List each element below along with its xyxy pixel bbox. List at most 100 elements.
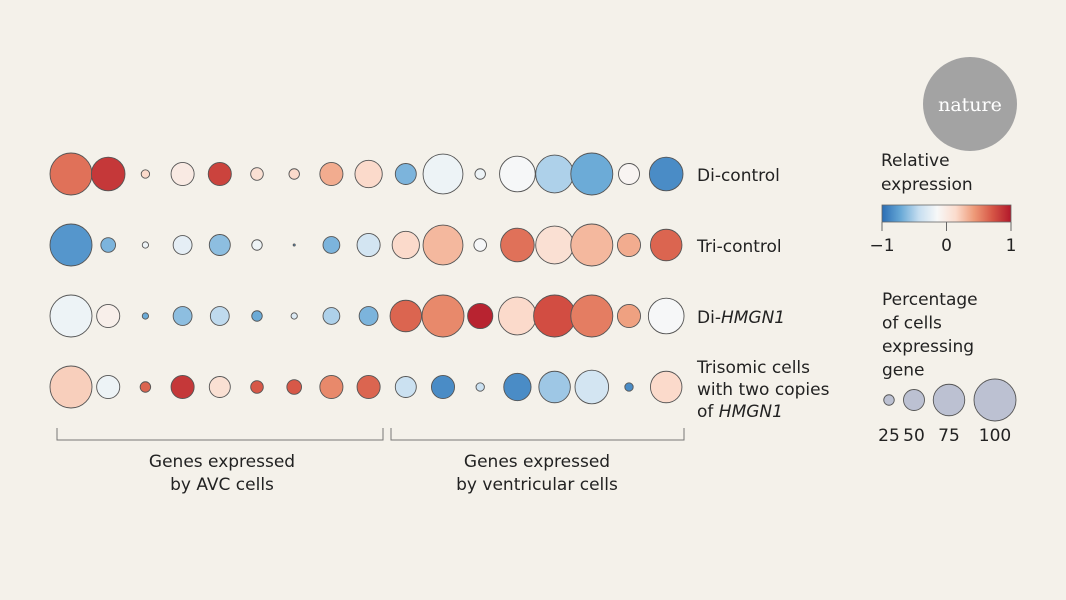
dot-r2-c8 — [322, 236, 341, 254]
size-legend-title: Percentage — [882, 290, 978, 310]
row-label-part: with two copies — [697, 380, 830, 400]
group-label: by ventricular cells — [456, 475, 618, 495]
dot-r3-c15 — [570, 294, 614, 338]
dot-r1-c1 — [49, 152, 93, 196]
dot-r2-c16 — [617, 232, 642, 257]
dot-grid — [49, 152, 685, 409]
dot-r4-c17 — [650, 370, 683, 404]
dot-r2-c15 — [570, 223, 614, 267]
group-label: Genes expressed — [149, 452, 295, 472]
color-legend-title: expression — [881, 175, 973, 195]
row-label: Tri-control — [696, 237, 782, 257]
dot-r2-c3 — [141, 241, 150, 249]
size-legend-label: 25 — [878, 426, 900, 446]
dot-r3-c11 — [421, 294, 465, 338]
dot-r3-c16 — [617, 304, 642, 329]
dot-r1-c12 — [474, 168, 486, 180]
dot-r1-c4 — [170, 161, 195, 186]
dot-r1-c13 — [499, 155, 536, 193]
size-legend-label: 50 — [903, 426, 925, 446]
size-legend-circle — [932, 383, 966, 417]
dot-r3-c7 — [290, 312, 298, 320]
colorbar — [881, 204, 1012, 223]
group-label: by AVC cells — [170, 475, 274, 495]
size-legend-title: gene — [882, 361, 924, 381]
row-label: with two copies — [697, 380, 830, 400]
size-legend-circle — [973, 378, 1017, 422]
dot-r4-c8 — [319, 375, 344, 400]
group-label: Genes expressed — [464, 452, 610, 472]
dot-r4-c7 — [286, 379, 303, 395]
size-legend-label: 100 — [979, 426, 1011, 446]
dot-r3-c5 — [209, 306, 230, 326]
size-legend-title: of cells — [882, 314, 942, 334]
dot-r4-c3 — [139, 381, 152, 393]
nature-logo: nature — [923, 57, 1017, 151]
dot-r3-c12 — [467, 302, 494, 330]
dot-r3-c6 — [251, 310, 263, 322]
dot-r1-c2 — [90, 156, 126, 192]
color-legend-title: Relative — [881, 151, 950, 171]
group-bracket — [390, 428, 685, 441]
dot-r2-c11 — [422, 224, 464, 266]
dot-r3-c3 — [141, 312, 150, 320]
dot-r3-c8 — [322, 307, 341, 325]
dot-r1-c17 — [648, 156, 684, 192]
dot-r2-c14 — [535, 225, 574, 265]
size-legend-label: 75 — [938, 426, 960, 446]
logo-text: nature — [938, 94, 1002, 116]
dot-r1-c14 — [535, 154, 574, 194]
dot-r4-c11 — [431, 375, 456, 400]
dot-r3-c17 — [647, 297, 685, 335]
dot-r3-c13 — [498, 296, 537, 336]
colorbar-tick-label: 0 — [941, 236, 952, 256]
dot-r1-c7 — [288, 168, 300, 180]
dot-r1-c6 — [250, 167, 264, 181]
dot-r4-c10 — [394, 376, 417, 398]
dot-r3-c1 — [49, 294, 93, 338]
row-label-part: HMGN1 — [719, 402, 783, 422]
dot-r1-c10 — [394, 163, 417, 185]
dot-r4-c16 — [624, 382, 634, 392]
dot-r2-c12 — [473, 238, 487, 252]
dot-r2-c1 — [49, 223, 93, 267]
dot-r4-c6 — [250, 380, 264, 394]
dot-r2-c9 — [356, 232, 381, 257]
dot-r4-c2 — [96, 375, 121, 400]
dot-r2-c7 — [292, 243, 296, 247]
size-legend-circle — [883, 394, 895, 406]
dot-r4-c14 — [538, 370, 571, 404]
row-label-part: Tri-control — [696, 237, 782, 257]
row-label: of HMGN1 — [697, 402, 783, 422]
dot-r2-c4 — [172, 235, 193, 255]
dot-r3-c14 — [533, 294, 577, 338]
dot-r4-c9 — [356, 375, 381, 400]
logo-circle — [923, 57, 1017, 151]
row-label-part: Di-control — [697, 166, 780, 186]
dot-r4-c4 — [170, 375, 195, 400]
legends: Relative expression −1 0 1 Percentage of cells… — [869, 151, 1017, 446]
row-label-part: Di- — [697, 308, 721, 328]
dot-r3-c4 — [172, 306, 193, 326]
colorbar-tick-label: 1 — [1006, 236, 1017, 256]
dot-r1-c11 — [422, 153, 464, 195]
dot-r3-c10 — [389, 299, 422, 333]
dot-r2-c5 — [208, 234, 231, 256]
row-label: Di-control — [697, 166, 780, 186]
row-label: Trisomic cells — [696, 358, 810, 378]
dot-r1-c8 — [319, 161, 344, 186]
dot-r3-c9 — [358, 306, 379, 326]
row-label-part: HMGN1 — [721, 308, 785, 328]
dot-r1-c9 — [354, 159, 383, 189]
size-legend-title: expressing — [882, 337, 974, 357]
dot-r1-c5 — [207, 161, 232, 186]
size-legend-circle — [903, 389, 925, 411]
group-brackets: Genes expressed by AVC cells Genes express… — [56, 428, 685, 495]
dot-r1-c15 — [570, 152, 614, 196]
dot-r4-c13 — [503, 372, 532, 402]
dot-r1-c16 — [618, 163, 640, 185]
dot-r1-c3 — [140, 169, 151, 179]
dot-r4-c1 — [49, 365, 93, 409]
